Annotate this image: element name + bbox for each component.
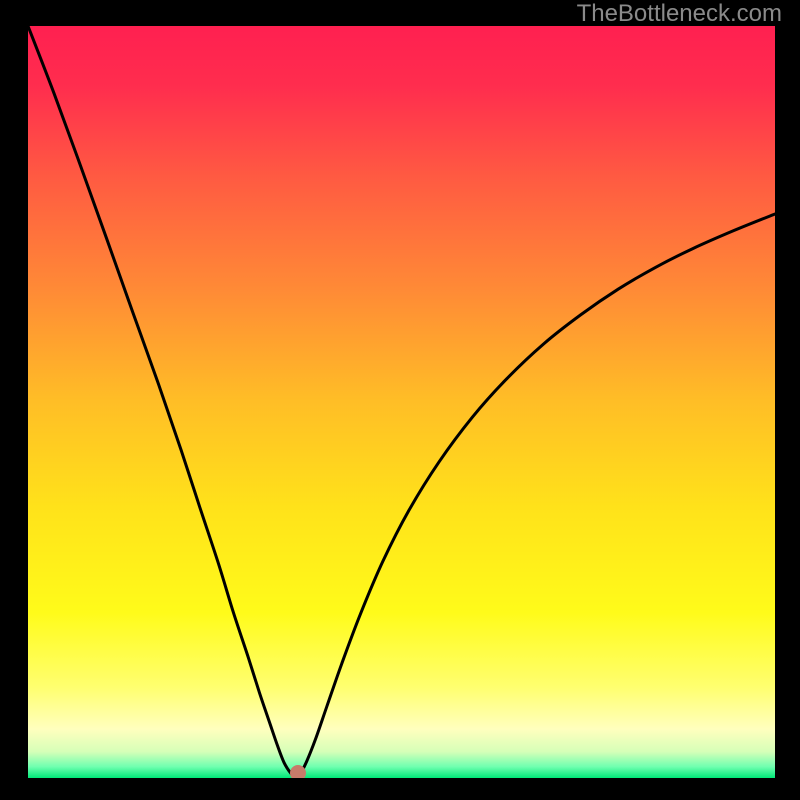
- bottleneck-curve-svg: [28, 26, 775, 778]
- watermark-text: TheBottleneck.com: [577, 0, 782, 28]
- bottleneck-curve: [28, 26, 775, 777]
- plot-area: [28, 26, 775, 778]
- minimum-marker: [290, 765, 306, 778]
